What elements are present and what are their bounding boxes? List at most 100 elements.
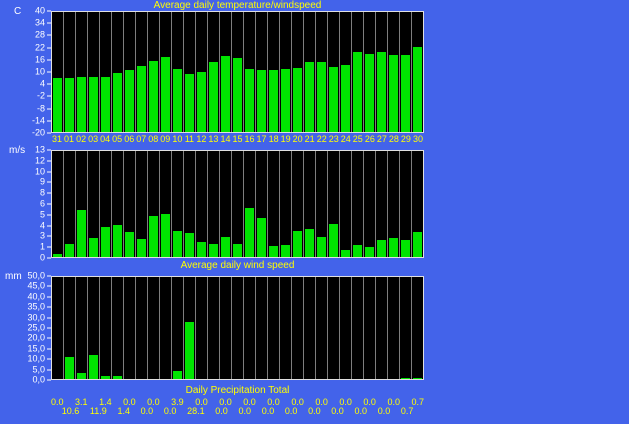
precip-value-day-01: 10.6 bbox=[61, 406, 80, 416]
precip-value-cell bbox=[251, 407, 262, 416]
temperature-bar-day-17 bbox=[257, 70, 266, 132]
precip-value-cell: 11.9 bbox=[90, 407, 107, 416]
windspeed-column-04 bbox=[100, 151, 112, 257]
temperature-plot bbox=[51, 11, 424, 133]
windspeed-bar-day-08 bbox=[149, 216, 158, 257]
precipitation-column-26 bbox=[364, 277, 376, 379]
temperature-bar-day-01 bbox=[65, 78, 74, 132]
windspeed-column-03 bbox=[88, 151, 100, 257]
precip-value-day-10: 3.9 bbox=[171, 397, 184, 407]
precipitation-column-01 bbox=[64, 277, 76, 379]
windspeed-column-19 bbox=[280, 151, 292, 257]
windspeed-column-15 bbox=[232, 151, 244, 257]
temperature-column-30 bbox=[412, 12, 423, 132]
precipitation-y-tick-label: 35,0 bbox=[27, 301, 45, 312]
temperature-bar-day-08 bbox=[149, 61, 158, 132]
tick-mark bbox=[47, 214, 51, 216]
precip-value-day-11: 28.1 bbox=[187, 406, 205, 416]
precipitation-y-tick-label: 50,0 bbox=[27, 270, 45, 281]
precipitation-bar-day-29 bbox=[401, 377, 410, 379]
temperature-column-28 bbox=[388, 12, 400, 132]
windspeed-bar-day-15 bbox=[233, 243, 242, 257]
precip-value-day-15: 0.0 bbox=[238, 406, 251, 416]
precip-value-cell: 0.0 bbox=[123, 398, 136, 407]
temperature-column-16 bbox=[244, 12, 256, 132]
precipitation-column-18 bbox=[268, 277, 280, 379]
day-label-04: 04 bbox=[100, 134, 111, 144]
windspeed-y-tick-label: 6 bbox=[39, 198, 45, 209]
windspeed-column-09 bbox=[160, 151, 172, 257]
precip-value-day-12: 0.0 bbox=[195, 397, 208, 407]
temperature-bar-day-18 bbox=[269, 70, 278, 132]
precip-value-cell bbox=[413, 407, 424, 416]
temperature-bar-day-23 bbox=[329, 67, 338, 132]
day-label-20: 20 bbox=[292, 134, 303, 144]
temperature-bar-day-07 bbox=[137, 66, 146, 132]
day-label-19: 19 bbox=[280, 134, 291, 144]
windspeed-bar-day-02 bbox=[77, 209, 86, 257]
temperature-column-13 bbox=[208, 12, 220, 132]
temperature-bar-day-05 bbox=[113, 73, 122, 132]
precip-value-cell: 10.6 bbox=[62, 407, 80, 416]
windspeed-bar-day-21 bbox=[305, 229, 314, 257]
temperature-bar-day-04 bbox=[101, 77, 110, 132]
day-label-06: 06 bbox=[124, 134, 135, 144]
windspeed-bar-day-27 bbox=[377, 239, 386, 257]
precip-value-cell bbox=[130, 407, 141, 416]
day-label-17: 17 bbox=[256, 134, 267, 144]
precip-value-day-23: 0.0 bbox=[331, 406, 344, 416]
temperature-bar-day-02 bbox=[77, 77, 86, 132]
precipitation-column-02 bbox=[76, 277, 88, 379]
windspeed-bar-day-20 bbox=[293, 230, 302, 257]
windspeed-chart-title: Average daily wind speed bbox=[180, 260, 295, 271]
temperature-bar-day-11 bbox=[185, 74, 194, 132]
tick-mark bbox=[47, 160, 51, 162]
precip-value-cell bbox=[297, 407, 308, 416]
day-label-12: 12 bbox=[196, 134, 207, 144]
precipitation-column-15 bbox=[232, 277, 244, 379]
day-label-01: 01 bbox=[64, 134, 75, 144]
tick-mark bbox=[47, 257, 51, 259]
precip-value-cell: 0.0 bbox=[378, 407, 391, 416]
temperature-column-23 bbox=[328, 12, 340, 132]
temperature-column-29 bbox=[400, 12, 412, 132]
precip-value-cell bbox=[205, 407, 216, 416]
precipitation-bar-day-30 bbox=[413, 377, 422, 379]
temperature-y-tick-label: 28 bbox=[34, 29, 45, 40]
temperature-y-tick-label: -14 bbox=[31, 115, 45, 126]
precipitation-y-tick-label: 10,0 bbox=[27, 353, 45, 364]
windspeed-bar-day-01 bbox=[65, 243, 74, 257]
precipitation-column-25 bbox=[352, 277, 364, 379]
precipitation-y-tick-label: 30,0 bbox=[27, 312, 45, 323]
day-label-27: 27 bbox=[376, 134, 387, 144]
precip-value-day-06: 0.0 bbox=[123, 397, 136, 407]
precip-value-day-08: 0.0 bbox=[147, 397, 160, 407]
temperature-bar-day-06 bbox=[125, 70, 134, 132]
precip-value-cell: 0.0 bbox=[147, 398, 160, 407]
tick-mark bbox=[47, 83, 51, 85]
windspeed-column-11 bbox=[184, 151, 196, 257]
precipitation-column-23 bbox=[328, 277, 340, 379]
temperature-bar-day-24 bbox=[341, 65, 350, 132]
precip-value-cell: 0.0 bbox=[164, 407, 177, 416]
temperature-bar-day-20 bbox=[293, 68, 302, 132]
temperature-y-tick-label: 4 bbox=[39, 78, 45, 89]
temperature-column-26 bbox=[364, 12, 376, 132]
precip-value-cell bbox=[228, 407, 239, 416]
windspeed-column-14 bbox=[220, 151, 232, 257]
temperature-bar-day-10 bbox=[173, 69, 182, 132]
temperature-axis-unit: C bbox=[14, 6, 22, 17]
precip-value-day-22: 0.0 bbox=[315, 397, 328, 407]
day-label-11: 11 bbox=[184, 134, 195, 144]
temperature-column-10 bbox=[172, 12, 184, 132]
precipitation-axis-unit: mm bbox=[5, 271, 22, 282]
precip-value-cell: 0.0 bbox=[238, 407, 251, 416]
day-label-16: 16 bbox=[244, 134, 255, 144]
precip-value-cell: 1.4 bbox=[99, 398, 112, 407]
temperature-bar-day-27 bbox=[377, 52, 386, 132]
day-label-09: 09 bbox=[160, 134, 171, 144]
precip-value-day-31: 0.0 bbox=[51, 397, 64, 407]
tick-mark bbox=[47, 296, 51, 298]
precipitation-chart-title: Daily Precipitation Total bbox=[185, 385, 290, 396]
precip-value-day-26: 0.0 bbox=[363, 397, 376, 407]
